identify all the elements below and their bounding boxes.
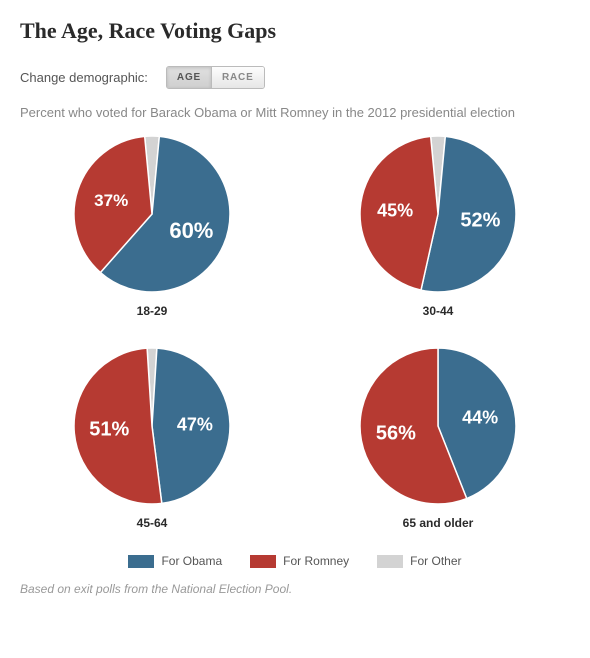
legend-item-obama: For Obama [128, 554, 222, 568]
pie-label: 45-64 [137, 516, 168, 530]
pie-chart: 44%56% [358, 346, 518, 506]
legend-swatch-obama [128, 555, 154, 568]
legend-swatch-other [377, 555, 403, 568]
pie-chart: 52%45% [358, 134, 518, 294]
legend-item-romney: For Romney [250, 554, 349, 568]
legend-label-obama: For Obama [161, 554, 222, 568]
pie-chart: 60%37% [72, 134, 232, 294]
pie-cell: 52%45% 30-44 [306, 134, 570, 318]
footnote: Based on exit polls from the National El… [20, 582, 570, 596]
pie-cell: 44%56% 65 and older [306, 346, 570, 530]
toggle-race-button[interactable]: RACE [211, 67, 264, 88]
pie-slice-obama [152, 348, 230, 503]
legend: For Obama For Romney For Other [20, 554, 570, 568]
legend-item-other: For Other [377, 554, 461, 568]
legend-swatch-romney [250, 555, 276, 568]
pie-chart: 47%51% [72, 346, 232, 506]
pie-label: 30-44 [423, 304, 454, 318]
pie-label: 18-29 [137, 304, 168, 318]
pie-cell: 60%37% 18-29 [20, 134, 284, 318]
pie-slice-romney [360, 136, 438, 290]
page-title: The Age, Race Voting Gaps [20, 18, 570, 44]
pie-slice-romney [74, 348, 162, 504]
pie-cell: 47%51% 45-64 [20, 346, 284, 530]
demographic-toggle: AGE RACE [166, 66, 265, 89]
demographic-label: Change demographic: [20, 70, 148, 85]
pie-grid: 60%37% 18-29 52%45% 30-44 47%51% 45-64 44%56% 6… [20, 134, 570, 530]
legend-label-other: For Other [410, 554, 461, 568]
toggle-age-button[interactable]: AGE [167, 67, 211, 88]
demographic-toggle-row: Change demographic: AGE RACE [20, 66, 570, 89]
pie-label: 65 and older [403, 516, 474, 530]
legend-label-romney: For Romney [283, 554, 349, 568]
chart-subtitle: Percent who voted for Barack Obama or Mi… [20, 105, 570, 120]
